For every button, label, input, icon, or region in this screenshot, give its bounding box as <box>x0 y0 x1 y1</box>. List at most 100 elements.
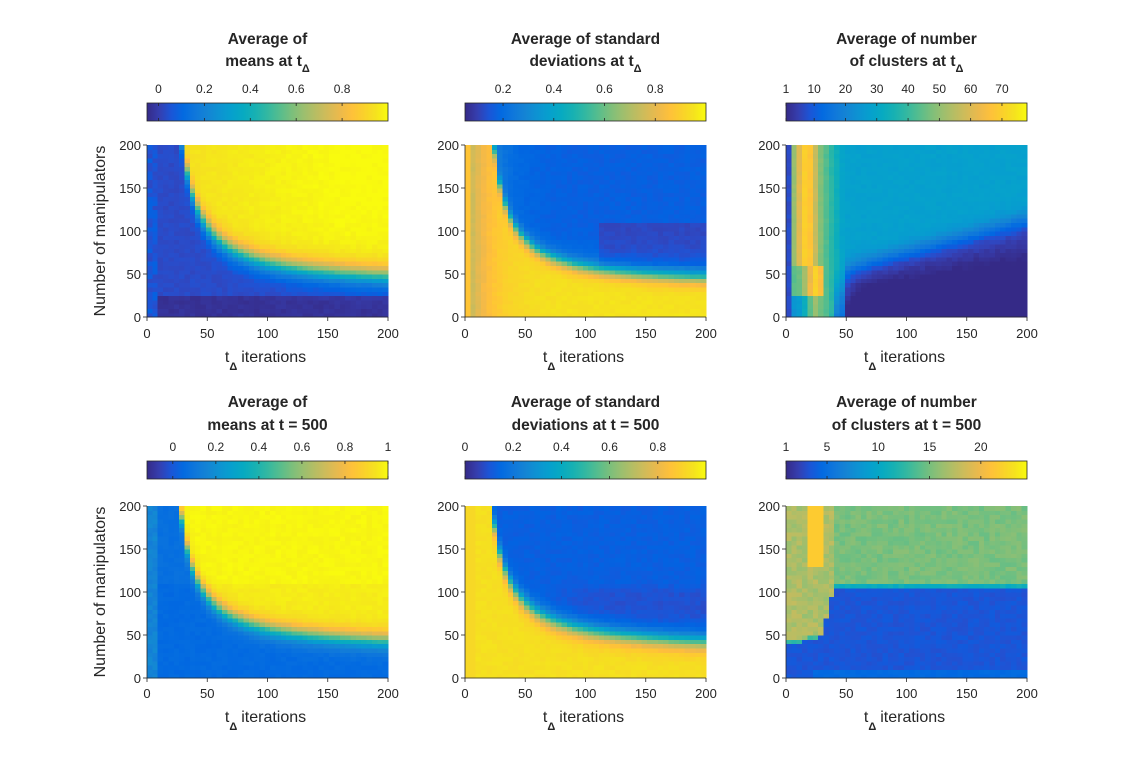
heatmap-cell <box>855 299 862 305</box>
heatmap-cell <box>382 183 389 189</box>
heatmap-cell <box>631 231 637 236</box>
heatmap-cell <box>216 261 223 266</box>
heatmap-cell <box>786 183 792 189</box>
heatmap-cell <box>866 248 873 254</box>
heatmap-cell <box>909 282 916 288</box>
heatmap-cell <box>877 256 883 262</box>
heatmap-cell <box>518 183 525 189</box>
heatmap-cell <box>855 222 862 228</box>
heatmap-cell <box>823 179 830 185</box>
heatmap-cell <box>361 295 368 301</box>
heatmap-cell <box>647 295 654 301</box>
heatmap-cell <box>529 183 536 189</box>
heatmap-cell <box>313 213 319 219</box>
heatmap-cell <box>860 192 867 198</box>
heatmap-cell <box>545 166 552 172</box>
heatmap-cell <box>361 149 368 155</box>
heatmap-cell <box>184 188 191 193</box>
heatmap-cell <box>866 286 873 292</box>
heatmap-cell <box>345 261 352 266</box>
heatmap-cell <box>935 166 942 172</box>
heatmap-cell <box>684 256 691 262</box>
heatmap-cell <box>625 183 632 189</box>
heatmap-cell <box>550 205 557 211</box>
heatmap-cell <box>205 282 212 288</box>
heatmap-cell <box>545 256 552 262</box>
heatmap-cell <box>641 256 648 262</box>
heatmap-cell <box>593 252 600 258</box>
heatmap-cell <box>860 218 867 223</box>
heatmap-cell <box>930 243 937 249</box>
heatmap-cell <box>465 231 471 236</box>
heatmap-cell <box>839 179 846 185</box>
heatmap-cell <box>313 308 319 314</box>
heatmap-cell <box>291 312 298 318</box>
heatmap-cell <box>898 299 905 305</box>
heatmap-cell <box>844 188 851 193</box>
heatmap-cell <box>313 149 319 155</box>
heatmap-cell <box>614 248 621 254</box>
heatmap-cell <box>898 222 905 228</box>
heatmap-cell <box>556 304 562 309</box>
heatmap-cell <box>909 286 916 292</box>
heatmap-cell <box>382 166 389 172</box>
heatmap-cell <box>243 222 250 228</box>
heatmap-cell <box>259 162 266 168</box>
heatmap-cell <box>556 183 562 189</box>
heatmap-cell <box>329 231 336 236</box>
heatmap-cell <box>302 222 309 228</box>
heatmap-cell <box>465 312 471 318</box>
heatmap-cell <box>952 286 958 292</box>
heatmap-cell <box>318 226 325 232</box>
heatmap-cell <box>887 222 894 228</box>
heatmap-cell <box>828 183 835 189</box>
heatmap-cell <box>796 153 803 159</box>
heatmap-cell <box>663 200 670 206</box>
heatmap-cell <box>855 308 862 314</box>
heatmap-cell <box>147 278 153 284</box>
heatmap-cell <box>307 149 314 155</box>
heatmap-cell <box>887 175 894 180</box>
heatmap-cell <box>818 274 825 279</box>
heatmap-cell <box>491 239 498 245</box>
heatmap-cell <box>486 222 493 228</box>
heatmap-cell <box>561 304 568 309</box>
heatmap-cell <box>200 252 207 258</box>
heatmap-cell <box>631 312 637 318</box>
heatmap-cell <box>957 157 964 163</box>
heatmap-cell <box>957 213 964 219</box>
heatmap-cell <box>647 248 654 254</box>
heatmap-cell <box>604 209 611 215</box>
heatmap-cell <box>280 205 287 211</box>
heatmap-cell <box>604 265 611 271</box>
heatmap-cell <box>609 209 616 215</box>
heatmap-cell <box>470 226 477 232</box>
heatmap-cell <box>323 291 330 297</box>
heatmap-cell <box>345 304 352 309</box>
heatmap-cell <box>486 274 493 279</box>
heatmap-cell <box>877 188 883 193</box>
heatmap-cell <box>491 170 498 176</box>
heatmap-cell <box>823 274 830 279</box>
heatmap-cell <box>179 218 186 223</box>
heatmap-cell <box>647 179 654 185</box>
heatmap-cell <box>850 149 857 155</box>
heatmap-cell <box>211 243 218 249</box>
heatmap-cell <box>184 252 191 258</box>
heatmap-cell <box>382 269 389 275</box>
heatmap-cell <box>823 286 830 292</box>
heatmap-cell <box>157 282 164 288</box>
heatmap-cell <box>882 243 889 249</box>
heatmap-cell <box>329 312 336 318</box>
heatmap-cell <box>952 145 958 150</box>
heatmap-cell <box>828 248 835 254</box>
heatmap-cell <box>812 308 819 314</box>
heatmap-cell <box>802 209 809 215</box>
heatmap-cell <box>919 265 926 271</box>
heatmap-cell <box>663 304 670 309</box>
heatmap-cell <box>259 145 266 150</box>
heatmap-cell <box>620 248 627 254</box>
heatmap-cell <box>786 308 792 314</box>
heatmap-cell <box>925 205 932 211</box>
heatmap-cell <box>614 256 621 262</box>
